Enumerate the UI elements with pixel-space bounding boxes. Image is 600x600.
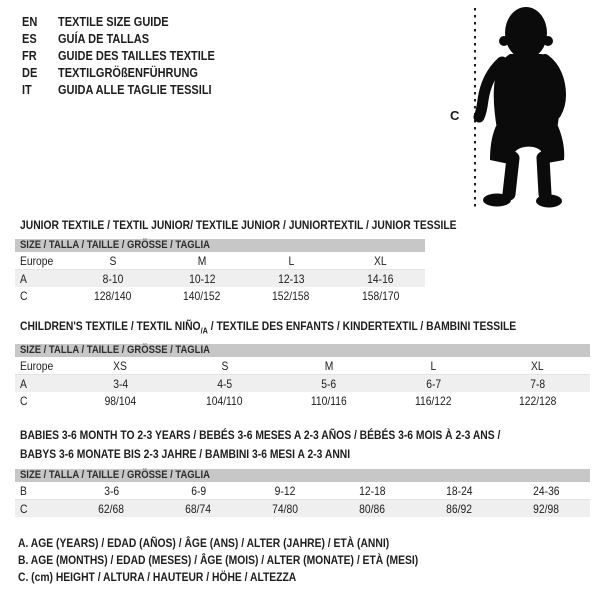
- table-cell: 4-5: [217, 376, 233, 391]
- table-row: C 98/104 104/110 110/116 116/122 122/128: [15, 392, 590, 409]
- table-cell: XL: [335, 252, 425, 270]
- language-row-it: IT GUIDA ALLE TAGLIE TESSILI: [22, 82, 236, 99]
- table-cell: L: [246, 252, 336, 270]
- size-header-bar: SIZE / TALLA / TAILLE / GRÖSSE / TAGLIA: [15, 344, 590, 357]
- language-row-de: DE TEXTILGRÖßENFÜHRUNG: [22, 65, 236, 82]
- junior-section-title: JUNIOR TEXTILE / TEXTIL JUNIOR/ TEXTILE …: [20, 218, 457, 232]
- footnotes: A. AGE (YEARS) / EDAD (AÑOS) / ÂGE (ANS)…: [18, 535, 483, 586]
- language-row-fr: FR GUIDE DES TAILLES TEXTILE: [22, 47, 236, 64]
- row-label: A: [20, 271, 27, 286]
- table-cell: 6-9: [155, 482, 242, 500]
- table-cell: 18-24: [416, 482, 503, 500]
- table-cell: 14-16: [367, 271, 394, 286]
- row-label: C: [20, 501, 28, 516]
- table-cell: 3-4: [112, 376, 128, 391]
- table-cell: 116/122: [415, 393, 452, 408]
- table-cell: M: [157, 252, 247, 270]
- baby-silhouette-icon: [473, 7, 567, 208]
- table-cell: XL: [485, 357, 590, 375]
- language-code: DE: [22, 66, 38, 81]
- children-size-table: SIZE / TALLA / TAILLE / GRÖSSE / TAGLIA …: [15, 344, 590, 409]
- table-cell: 80/86: [359, 501, 386, 516]
- table-cell: L: [381, 357, 486, 375]
- table-cell: 12-13: [277, 271, 305, 286]
- table-row: Europe S M L XL: [15, 252, 425, 270]
- footnote-c: C. (cm) HEIGHT / ALTURA / HAUTEUR / HÖHE…: [18, 570, 297, 584]
- language-label: GUIDE DES TAILLES TEXTILE: [58, 48, 215, 63]
- table-cell: 98/104: [104, 393, 136, 408]
- table-cell: 9-12: [242, 482, 329, 500]
- table-cell: 110/116: [311, 393, 347, 408]
- table-cell: 7-8: [530, 376, 546, 391]
- language-code: ES: [22, 31, 37, 46]
- table-cell: XS: [68, 357, 173, 375]
- table-cell: 68/74: [185, 501, 212, 516]
- table-cell: 92/98: [533, 501, 560, 516]
- table-cell: 128/140: [93, 288, 132, 303]
- footnote-b: B. AGE (MONTHS) / EDAD (MESES) / ÂGE (MO…: [18, 553, 419, 567]
- row-label: Europe: [15, 252, 68, 270]
- row-label: B: [15, 482, 68, 500]
- language-row-en: EN TEXTILE SIZE GUIDE: [22, 13, 236, 30]
- size-header-bar: SIZE / TALLA / TAILLE / GRÖSSE / TAGLIA: [15, 239, 425, 252]
- footnote-a: A. AGE (YEARS) / EDAD (AÑOS) / ÂGE (ANS)…: [18, 536, 390, 550]
- table-cell: 122/128: [519, 393, 557, 408]
- language-list: EN TEXTILE SIZE GUIDE ES GUÍA DE TALLAS …: [22, 13, 236, 99]
- row-label: C: [20, 288, 28, 303]
- table-cell: M: [276, 357, 382, 375]
- language-label: GUIDA ALLE TAGLIE TESSILI: [58, 83, 212, 98]
- language-label: TEXTILGRÖßENFÜHRUNG: [58, 66, 198, 81]
- table-cell: 62/68: [98, 501, 125, 516]
- table-row: B 3-6 6-9 9-12 12-18 18-24 24-36: [15, 482, 590, 500]
- table-cell: 12-18: [329, 482, 416, 500]
- table-cell: 74/80: [272, 501, 299, 516]
- table-cell: 86/92: [446, 501, 473, 516]
- table-cell: 158/170: [361, 288, 400, 303]
- junior-size-table: SIZE / TALLA / TAILLE / GRÖSSE / TAGLIA …: [15, 239, 425, 304]
- table-row: A 3-4 4-5 5-6 6-7 7-8: [15, 374, 590, 392]
- table-cell: 152/158: [272, 288, 310, 303]
- table-cell: 10-12: [188, 271, 216, 286]
- language-row-es: ES GUÍA DE TALLAS: [22, 30, 236, 47]
- size-header-bar: SIZE / TALLA / TAILLE / GRÖSSE / TAGLIA: [15, 469, 590, 482]
- table-cell: 6-7: [425, 376, 441, 391]
- language-code: EN: [22, 14, 38, 29]
- table-cell: 140/152: [183, 288, 221, 303]
- table-row: A 8-10 10-12 12-13 14-16: [15, 269, 425, 287]
- table-cell: S: [172, 357, 277, 375]
- table-cell: 104/110: [206, 393, 243, 408]
- height-measure-label: C: [450, 108, 460, 123]
- nino-a-subscript: /A: [200, 325, 208, 336]
- language-code: IT: [22, 83, 32, 98]
- table-cell: S: [68, 252, 158, 270]
- language-label: TEXTILE SIZE GUIDE: [58, 14, 169, 29]
- babies-section-title: BABIES 3-6 MONTH TO 2-3 YEARS / BEBÉS 3-…: [20, 428, 501, 461]
- table-row: Europe XS S M L XL: [15, 357, 590, 375]
- children-section-title: CHILDREN'S TEXTILE / TEXTIL NIÑO/A / TEX…: [20, 319, 517, 336]
- table-row: C 62/68 68/74 74/80 80/86 86/92 92/98: [15, 499, 590, 517]
- row-label: A: [20, 376, 27, 391]
- table-cell: 8-10: [102, 271, 123, 286]
- row-label: C: [20, 393, 28, 408]
- table-cell: 3-6: [68, 482, 155, 500]
- table-cell: 24-36: [503, 482, 590, 500]
- language-label: GUÍA DE TALLAS: [58, 31, 150, 46]
- language-code: FR: [22, 48, 37, 63]
- row-label: Europe: [15, 357, 68, 375]
- table-row: C 128/140 140/152 152/158 158/170: [15, 287, 425, 304]
- toddler-silhouette-figure: C: [450, 7, 567, 208]
- table-cell: 5-6: [321, 376, 337, 391]
- babies-size-table: SIZE / TALLA / TAILLE / GRÖSSE / TAGLIA …: [15, 469, 590, 517]
